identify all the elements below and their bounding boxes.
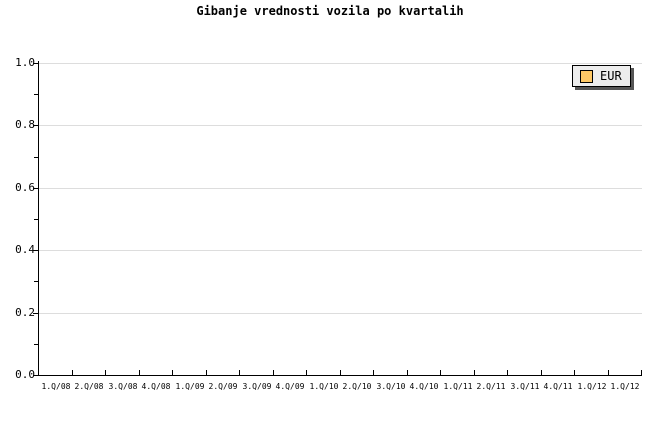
- y-gridline: [39, 250, 642, 251]
- x-tick-label: 3.Q/10: [376, 382, 406, 391]
- x-category-tick: [440, 370, 441, 375]
- y-major-tick: [33, 125, 38, 126]
- y-tick-label: 0.2: [15, 305, 35, 319]
- x-tick-label: 4.Q/08: [141, 382, 171, 391]
- y-minor-tick: [34, 94, 38, 95]
- x-category-tick: [373, 370, 374, 375]
- y-tick-label: 0.8: [15, 118, 35, 132]
- x-tick-label: 1.Q/12: [577, 382, 607, 391]
- plot-area: [33, 61, 642, 376]
- x-tick-label: 4.Q/11: [543, 382, 573, 391]
- y-gridline: [39, 313, 642, 314]
- x-category-tick: [340, 370, 341, 375]
- y-minor-tick: [34, 157, 38, 158]
- x-tick-label: 2.Q/11: [476, 382, 506, 391]
- y-minor-tick: [34, 281, 38, 282]
- y-major-tick: [33, 63, 38, 64]
- x-category-tick: [139, 370, 140, 375]
- x-tick-label: 2.Q/09: [208, 382, 238, 391]
- y-gridline: [39, 125, 642, 126]
- x-category-tick: [206, 370, 207, 375]
- x-category-tick: [105, 370, 106, 375]
- y-minor-tick: [34, 344, 38, 345]
- x-tick-label: 1.Q/08: [41, 382, 71, 391]
- y-gridline: [39, 188, 642, 189]
- y-tick-label: 0.0: [15, 368, 35, 381]
- x-category-tick: [239, 370, 240, 375]
- x-category-tick: [407, 370, 408, 375]
- x-tick-label: 2.Q/08: [74, 382, 104, 391]
- x-category-tick: [273, 370, 274, 375]
- x-category-tick: [306, 370, 307, 375]
- y-major-tick: [33, 250, 38, 251]
- legend-label-eur: EUR: [600, 69, 622, 83]
- y-minor-tick: [34, 219, 38, 220]
- x-tick-label: 2.Q/10: [342, 382, 372, 391]
- y-tick-label: 0.4: [15, 243, 35, 257]
- x-tick-label: 1.Q/11: [443, 382, 473, 391]
- x-tick-label: 3.Q/08: [108, 382, 138, 391]
- x-tick-label: 3.Q/09: [242, 382, 272, 391]
- x-tick-label: 3.Q/11: [510, 382, 540, 391]
- y-major-tick: [33, 375, 38, 376]
- x-category-tick: [172, 370, 173, 375]
- y-tick-label: 1.0: [15, 56, 35, 69]
- x-category-tick: [507, 370, 508, 375]
- y-major-tick: [33, 188, 38, 189]
- y-gridline: [39, 63, 642, 64]
- y-tick-label: 0.6: [15, 180, 35, 194]
- x-category-tick: [574, 370, 575, 375]
- chart-title: Gibanje vrednosti vozila po kvartalih: [196, 4, 464, 18]
- x-category-tick: [541, 370, 542, 375]
- legend-box: EUR: [572, 65, 631, 87]
- x-category-tick: [641, 370, 642, 375]
- x-category-tick: [72, 370, 73, 375]
- x-tick-label: 1.Q/10: [309, 382, 339, 391]
- x-category-tick: [608, 370, 609, 375]
- x-tick-label: 4.Q/10: [409, 382, 439, 391]
- legend-swatch-eur: [580, 69, 593, 83]
- y-major-tick: [33, 313, 38, 314]
- x-tick-label: 4.Q/09: [275, 382, 305, 391]
- x-tick-label: 1.Q/09: [175, 382, 205, 391]
- x-category-tick: [474, 370, 475, 375]
- x-tick-label: 1.Q/12: [610, 382, 640, 391]
